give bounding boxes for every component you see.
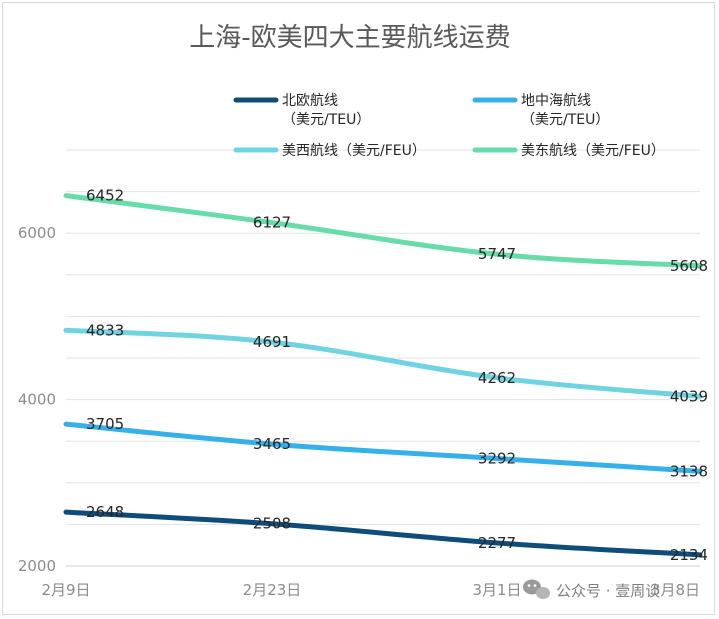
legend-label: 美西航线（美元/FEU） — [282, 143, 426, 159]
data-label: 2277 — [478, 534, 516, 552]
data-label: 5747 — [478, 245, 516, 263]
series-line-2 — [63, 327, 703, 399]
x-tick-label: 3月1日 — [472, 581, 521, 599]
y-tick-label: 6000 — [18, 224, 56, 242]
data-label: 4833 — [86, 321, 124, 339]
legend-label: 美东航线（美元/FEU） — [521, 143, 665, 159]
watermark-text: 公众号 · 壹周谈 — [556, 582, 660, 600]
x-tick-label: 2月23日 — [243, 581, 302, 599]
data-labels: 2648 2508 2277 2134 3705 3465 3292 3138 4833 4691… — [86, 187, 708, 564]
gridlines — [66, 149, 700, 567]
watermark: 公众号 · 壹周谈 — [523, 579, 660, 600]
data-label: 2134 — [670, 546, 708, 564]
data-label: 6127 — [253, 214, 291, 232]
legend-entry: 美西航线（美元/FEU） — [233, 143, 426, 159]
data-label: 3465 — [253, 435, 291, 453]
data-label: 4691 — [253, 333, 291, 351]
y-tick-label: 2000 — [18, 557, 56, 575]
data-label: 2648 — [86, 503, 124, 521]
x-tick-label: 2月9日 — [41, 581, 90, 599]
legend-entry: 地中海航线 （美元/TEU） — [472, 93, 609, 128]
legend: 北欧航线 （美元/TEU） 地中海航线 （美元/TEU） 美西航线（美元/FEU） 美东航… — [233, 93, 665, 159]
data-label: 4262 — [478, 369, 516, 387]
x-axis-ticks: 2月9日 2月23日 3月1日 3月8日 — [41, 581, 700, 599]
legend-label: 北欧航线 — [282, 93, 338, 109]
chart-title: 上海-欧美四大主要航线运费 — [189, 23, 510, 53]
data-label: 3292 — [478, 450, 516, 468]
data-label: 3705 — [86, 415, 124, 433]
legend-label: （美元/TEU） — [521, 112, 609, 128]
series-line-1 — [63, 421, 703, 474]
data-label: 6452 — [86, 187, 124, 205]
legend-label: （美元/TEU） — [282, 112, 370, 128]
data-label: 5608 — [670, 257, 708, 275]
series-line-0 — [63, 509, 703, 558]
data-label: 4039 — [670, 387, 708, 405]
data-label: 2508 — [253, 515, 291, 533]
y-tick-label: 4000 — [18, 391, 56, 409]
series-line-3 — [63, 193, 703, 269]
x-tick-label: 3月8日 — [651, 581, 700, 599]
legend-label: 地中海航线 — [521, 93, 591, 109]
legend-entry: 美东航线（美元/FEU） — [472, 143, 665, 159]
data-label: 3138 — [670, 462, 708, 480]
wechat-icon — [523, 579, 550, 599]
series-lines — [63, 193, 703, 558]
legend-entry: 北欧航线 （美元/TEU） — [233, 93, 370, 128]
y-axis-ticks: 2000 4000 6000 — [18, 224, 56, 575]
